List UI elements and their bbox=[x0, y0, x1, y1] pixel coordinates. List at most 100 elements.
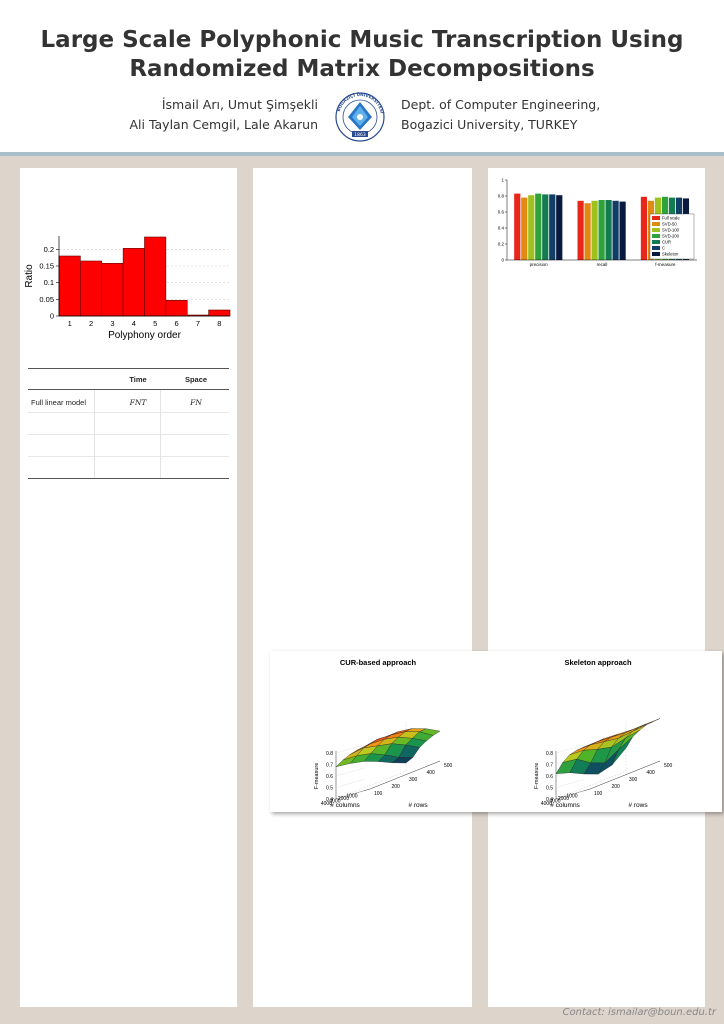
z-tick-label: 0.6 bbox=[546, 774, 553, 780]
affiliation-line-1: Dept. of Computer Engineering, bbox=[401, 97, 601, 112]
x-tick-label: precision bbox=[530, 262, 549, 267]
legend-swatch bbox=[652, 240, 660, 244]
x-tick-label: recall bbox=[597, 262, 608, 267]
legend-label: Full scale bbox=[662, 216, 680, 221]
authors: İsmail Arı, Umut Şimşekli Ali Taylan Cem… bbox=[129, 95, 318, 135]
result-bar bbox=[556, 195, 563, 260]
y-tick-label: 0.15 bbox=[39, 262, 54, 271]
x-tick-label: 6 bbox=[174, 319, 178, 328]
y-tick-label: 0.4 bbox=[498, 226, 505, 231]
result-bar bbox=[535, 193, 542, 260]
histogram-bar bbox=[101, 263, 124, 317]
authors-line-2: Ali Taylan Cemgil, Lale Akarun bbox=[129, 117, 318, 132]
title-line-2: Randomized Matrix Decompositions bbox=[129, 56, 595, 82]
surface-plots: 0.40.50.60.70.8F-measure1000200030004000… bbox=[314, 658, 673, 809]
z-tick-label: 0.5 bbox=[546, 785, 553, 791]
y-tick-label: 400 bbox=[647, 770, 656, 776]
legend-label: SVD-200 bbox=[662, 234, 680, 239]
title-line-1: Large Scale Polyphonic Music Transcripti… bbox=[40, 27, 684, 53]
table-col-divider bbox=[160, 390, 161, 478]
z-tick-label: 0.7 bbox=[326, 762, 333, 768]
y-tick-label: 0.8 bbox=[498, 194, 505, 199]
result-bar bbox=[584, 203, 591, 260]
result-bar bbox=[640, 196, 648, 260]
polyphony-histogram: 0 0.05 0.1 0.15 0.2 1 2 3 4 5 6 7 8 Polyphony order Ra… bbox=[24, 236, 231, 341]
x-tick-label: f-measure bbox=[655, 262, 676, 267]
table-header-rule bbox=[28, 389, 229, 390]
z-grid-line bbox=[555, 744, 585, 754]
z-grid-line bbox=[335, 779, 365, 788]
result-bar bbox=[577, 200, 584, 260]
z-tick-label: 0.4 bbox=[326, 797, 333, 803]
legend-swatch bbox=[652, 222, 660, 226]
x-tick-label: 4000 bbox=[321, 801, 332, 807]
legend-swatch bbox=[652, 216, 660, 220]
histogram-bar bbox=[80, 260, 103, 317]
x-tick-label: 2000 bbox=[558, 796, 569, 802]
y-tick-label: 300 bbox=[629, 777, 638, 783]
result-bar bbox=[605, 200, 612, 260]
z-grid-line bbox=[335, 744, 365, 754]
contact-info: Contact: ismailar@boun.edu.tr bbox=[562, 1007, 716, 1018]
surface-grid bbox=[555, 722, 627, 800]
x-tick-label: 3000 bbox=[549, 799, 560, 805]
x-axis-label: # columns bbox=[550, 802, 580, 809]
x-tick-label: 3 bbox=[110, 319, 114, 328]
x-tick-label: 1 bbox=[68, 319, 72, 328]
surface-patch bbox=[611, 736, 633, 766]
result-bar bbox=[514, 193, 521, 260]
y-tick-label: 0.05 bbox=[39, 295, 54, 304]
histogram-bar bbox=[58, 255, 81, 317]
x-axis-label: Polyphony order bbox=[108, 330, 181, 341]
x-tick-label: 2000 bbox=[338, 796, 349, 802]
result-bar bbox=[598, 200, 605, 260]
x-tick-label: 4 bbox=[132, 319, 136, 328]
surface-plots-panel: 0.4 0.5 0.6 0.7 0.8 F-measure 1000 2000 3000 4000… bbox=[270, 651, 722, 812]
authors-line-1: İsmail Arı, Umut Şimşekli bbox=[161, 97, 318, 112]
x-axis-label: # columns bbox=[330, 802, 360, 809]
z-grid-line bbox=[335, 790, 365, 800]
table-row-divider bbox=[28, 434, 229, 435]
z-axis-label: F-measure bbox=[314, 763, 320, 790]
table-top-rule bbox=[28, 368, 229, 369]
result-bar bbox=[549, 194, 556, 260]
y-tick-label: 200 bbox=[392, 784, 401, 790]
y-tick-label: 0.2 bbox=[498, 242, 505, 247]
y-tick-label: 100 bbox=[374, 791, 383, 797]
legend-swatch bbox=[652, 246, 660, 250]
result-bar bbox=[619, 201, 626, 260]
surface-patch bbox=[391, 757, 414, 764]
table-row-divider bbox=[28, 412, 229, 413]
x-tick-label: 4000 bbox=[541, 801, 552, 807]
z-grid-line bbox=[335, 767, 365, 777]
column-middle bbox=[253, 168, 472, 1007]
z-tick-label: 0.5 bbox=[326, 785, 333, 791]
table-row-divider bbox=[28, 456, 229, 457]
y-tick-label: 0.2 bbox=[44, 245, 54, 254]
x-tick-label: 7 bbox=[196, 319, 200, 328]
z-tick-label: 0.6 bbox=[326, 774, 333, 780]
histogram-bar bbox=[165, 300, 188, 317]
y-tick-label: 500 bbox=[664, 763, 673, 769]
surface-grid bbox=[335, 722, 407, 800]
results-bar-chart: 0 0.2 0.4 0.6 0.8 1 precision recall f-measure Fu… bbox=[498, 178, 697, 267]
z-grid-line bbox=[555, 790, 585, 800]
poster-title: Large Scale Polyphonic Music Transcripti… bbox=[0, 26, 724, 84]
legend-swatch bbox=[652, 228, 660, 232]
y-tick-label: 100 bbox=[594, 791, 603, 797]
university-seal-logo: BOĞAZİÇİ ÜNİVERSİTESİ 1863 bbox=[335, 92, 385, 142]
legend-label: Skeleton bbox=[662, 252, 679, 257]
poster-header: Large Scale Polyphonic Music Transcripti… bbox=[0, 0, 724, 152]
svg-text:1863: 1863 bbox=[354, 132, 366, 138]
table-header-space: Space bbox=[184, 375, 208, 384]
legend-label: C bbox=[662, 246, 665, 251]
histogram-bar bbox=[144, 236, 167, 317]
legend-label: CUR bbox=[662, 240, 671, 245]
histogram-bar bbox=[122, 248, 145, 317]
y-tick-label: 200 bbox=[612, 784, 621, 790]
table-bottom-rule bbox=[28, 478, 229, 479]
z-grid-line bbox=[555, 779, 585, 788]
x-tick-label: 8 bbox=[217, 319, 221, 328]
legend-swatch bbox=[652, 234, 660, 238]
affiliation: Dept. of Computer Engineering, Bogazici … bbox=[401, 95, 600, 135]
